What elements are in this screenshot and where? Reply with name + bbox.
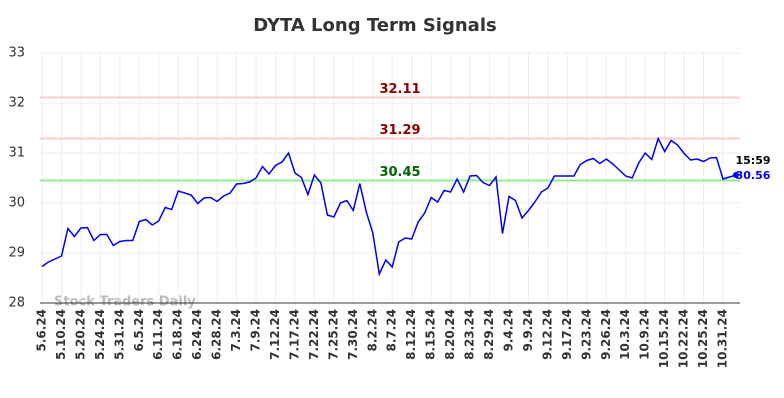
x-tick-label: 5.10.24 [54,309,68,360]
watermark: Stock Traders Daily [54,295,196,310]
last-value: 30.56 [736,169,771,182]
x-tick-label: 5.6.24 [35,309,49,352]
x-tick-label: 6.5.24 [132,309,146,352]
y-tick-label: 30 [8,196,25,211]
x-tick-label: 8.2.24 [365,309,379,352]
x-tick-label: 9.9.24 [521,309,535,352]
x-tick-label: 9.4.24 [501,309,515,352]
x-tick-label: 9.23.24 [579,309,593,360]
price-line [41,136,737,277]
x-tick-label: 5.20.24 [73,309,87,360]
x-tick-label: 8.15.24 [424,309,438,360]
x-tick-label: 7.25.24 [326,309,340,360]
x-tick-label: 8.23.24 [463,309,477,360]
last-time: 15:59 [735,154,770,167]
last-point [733,172,739,178]
x-tick-label: 10.3.24 [618,309,632,360]
x-tick-label: 7.30.24 [346,309,360,360]
x-tick-label: 8.7.24 [385,309,399,352]
x-tick-label: 10.9.24 [638,309,652,360]
x-tick-label: 7.17.24 [287,309,301,360]
x-tick-label: 10.22.24 [677,309,691,368]
x-tick-label: 10.15.24 [657,309,671,368]
y-tick-label: 31 [8,146,25,161]
y-tick-label: 28 [8,296,25,311]
x-tick-label: 6.28.24 [210,309,224,360]
x-tick-label: 6.24.24 [190,309,204,360]
x-tick-label: 9.17.24 [560,309,574,360]
x-tick-label: 7.9.24 [249,309,263,352]
x-tick-label: 8.20.24 [443,309,457,360]
y-tick-label: 32 [8,96,25,111]
y-tick-label: 33 [8,46,25,61]
x-tick-label: 6.11.24 [151,309,165,360]
x-tick-label: 9.26.24 [599,309,613,360]
x-tick-label: 7.3.24 [229,309,243,352]
x-tick-label: 5.24.24 [93,309,107,360]
x-tick-label: 6.18.24 [171,309,185,360]
x-tick-label: 8.29.24 [482,309,496,360]
x-tick-label: 7.22.24 [307,309,321,360]
x-tick-label: 10.31.24 [716,309,730,368]
x-tick-label: 10.25.24 [696,309,710,368]
x-tick-label: 8.12.24 [404,309,418,360]
signal-label: 30.45 [379,165,420,180]
y-tick-label: 29 [8,246,25,261]
signal-label: 31.29 [379,123,420,138]
chart-title: DYTA Long Term Signals [253,15,496,36]
x-tick-label: 5.31.24 [112,309,126,360]
x-tick-label: 7.12.24 [268,309,282,360]
x-tick-label: 9.12.24 [540,309,554,360]
signal-label: 32.11 [379,82,420,97]
